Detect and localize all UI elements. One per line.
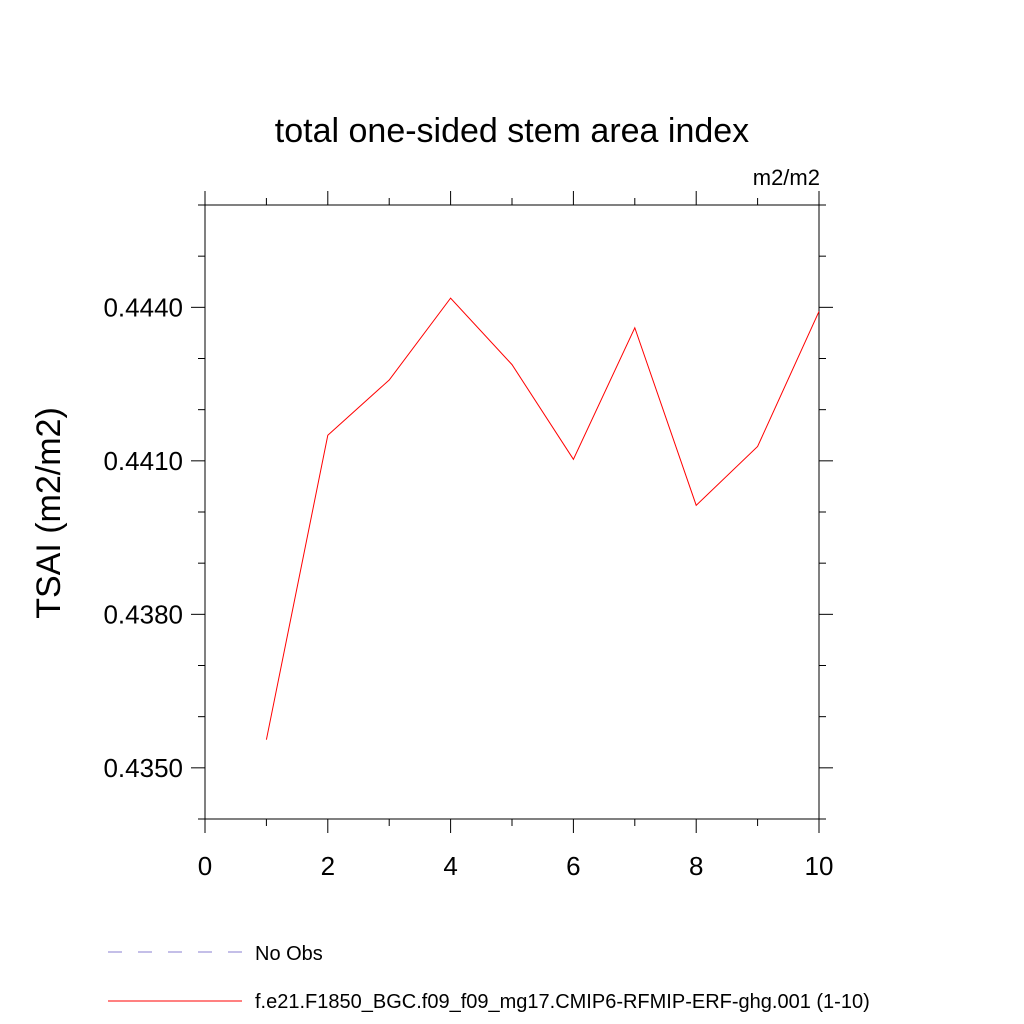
x-tick-label: 8 xyxy=(689,851,703,881)
x-tick-label: 0 xyxy=(198,851,212,881)
series-layer xyxy=(265,297,820,740)
axis-ticks xyxy=(191,191,833,833)
legend-label-no-obs: No Obs xyxy=(255,943,323,965)
x-tick-label: 2 xyxy=(321,851,335,881)
x-tick-label: 6 xyxy=(566,851,580,881)
plot-frame xyxy=(204,204,820,820)
x-tick-label: 10 xyxy=(805,851,834,881)
axis-tick-labels: 0 2 4 6 8 10 0.4350 0.4380 0.4410 0.4440 xyxy=(103,292,833,881)
units-label: m2/m2 xyxy=(753,165,820,190)
legend: No Obs f.e21.F1850_BGC.f09_f09_mg17.CMIP… xyxy=(108,943,870,1013)
x-tick-label: 4 xyxy=(443,851,457,881)
series-line xyxy=(265,297,820,740)
legend-label-series: f.e21.F1850_BGC.f09_f09_mg17.CMIP6-RFMIP… xyxy=(255,991,870,1013)
y-tick-label: 0.4350 xyxy=(103,753,183,783)
y-axis-label: TSAI (m2/m2) xyxy=(30,407,68,619)
y-tick-label: 0.4410 xyxy=(103,446,183,476)
y-tick-label: 0.4440 xyxy=(103,292,183,322)
chart-title: total one-sided stem area index xyxy=(275,112,749,150)
y-tick-label: 0.4380 xyxy=(103,599,183,629)
